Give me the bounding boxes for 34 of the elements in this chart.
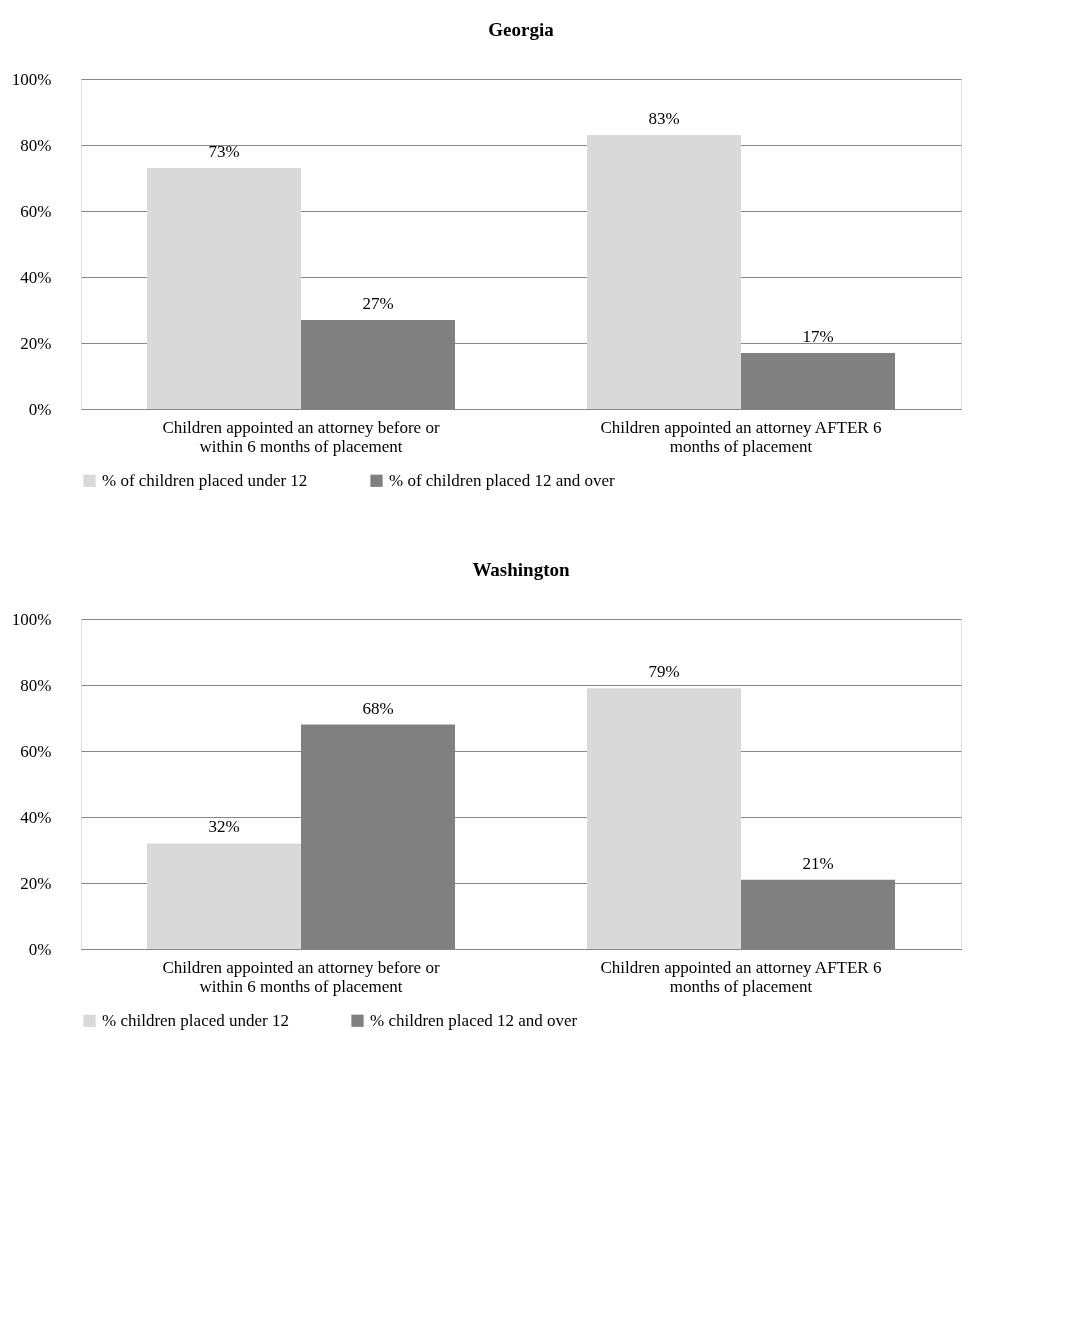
legend-label: % children placed under 12	[102, 1010, 289, 1030]
data-label: 79%	[648, 662, 680, 682]
chart-title: Washington	[472, 559, 571, 580]
data-label: 73%	[208, 142, 240, 162]
data-label: 21%	[802, 853, 834, 873]
data-label: 32%	[208, 817, 240, 837]
y-tick-label: 100%	[11, 609, 52, 629]
x-tick-label: Children appointed an attorney before or within 6 months of placement	[162, 957, 440, 996]
y-tick-label: 20%	[20, 873, 52, 893]
y-tick-label: 0%	[28, 939, 52, 959]
legend-label: % of children placed under 12	[102, 470, 308, 490]
legend-label: % children placed 12 and over	[370, 1010, 578, 1030]
bar	[147, 168, 301, 409]
legend-label: % of children placed 12 and over	[389, 470, 615, 490]
y-tick-label: 40%	[20, 267, 52, 287]
y-tick-label: 60%	[20, 741, 52, 761]
y-tick-label: 80%	[20, 675, 52, 695]
chart-title: Georgia	[488, 19, 555, 40]
bar	[147, 843, 301, 949]
data-label: 68%	[362, 698, 394, 718]
y-tick-label: 40%	[20, 807, 52, 827]
y-tick-label: 80%	[20, 135, 52, 155]
bar	[587, 688, 741, 949]
y-tick-label: 0%	[28, 399, 52, 419]
x-tick-label: Children appointed an attorney before or within 6 months of placement	[162, 417, 440, 456]
y-tick-label: 20%	[20, 333, 52, 353]
y-tick-label: 60%	[20, 201, 52, 221]
x-tick-label: Children appointed an attorney AFTER 6 months of placement	[600, 417, 882, 456]
data-label: 17%	[802, 326, 834, 346]
y-tick-label: 100%	[11, 69, 52, 89]
x-tick-label: Children appointed an attorney AFTER 6 months of placement	[600, 957, 882, 996]
data-label: 27%	[362, 293, 394, 313]
bar	[587, 135, 741, 409]
data-label: 83%	[648, 109, 680, 129]
